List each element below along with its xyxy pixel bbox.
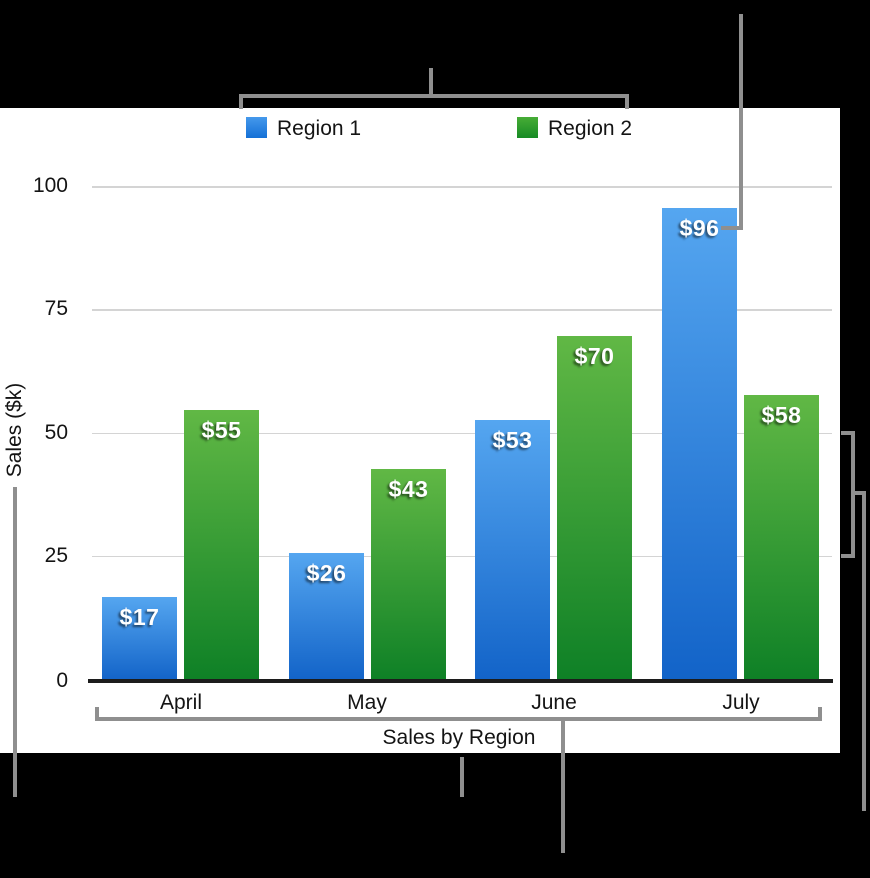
legend-callout-bracket-horizontal [239,94,629,98]
x-axis-title: Sales by Region [382,726,536,749]
bar-region-2-may: $43 [371,469,446,681]
bar-region-1-june: $53 [475,420,550,681]
y-axis-title: Sales ($k) [3,382,26,478]
gridline-50 [92,432,832,434]
x-tick-label-may: May [347,691,387,714]
gridline-callout-bracket-vertical [851,431,855,558]
x-axis-line [88,679,833,683]
bar-value-label: $17 [119,604,160,630]
gridline-callout-bracket-top-tick [841,431,855,435]
bar-region-1-april: $17 [102,597,177,681]
bar-value-label: $70 [574,343,615,369]
bar-region-2-june: $70 [557,336,632,681]
y-tick-label-75: 75 [44,297,68,321]
x-axis-callout-bracket-horizontal [95,717,822,721]
gridline-callout-bracket-bottom-tick [841,554,855,558]
y-tick-label-100: 100 [32,174,68,197]
bar-value-label: $96 [679,215,720,241]
x-axis-callout-bracket-left-tick [95,707,99,721]
x-tick-label-june: June [531,691,577,714]
bar-value-label: $43 [388,476,429,502]
legend-swatch-region-2 [517,117,538,138]
gridline-callout-pointer [855,491,866,495]
x-axis-callout-bracket-right-tick [818,707,822,721]
chart-title-callout [460,757,464,797]
chart-plot-panel: Region 1 Region 2 0 25 50 75 100 $17 $55 April $… [0,108,840,753]
bar-region-2-july: $58 [744,395,819,681]
x-tick-label-april: April [159,691,202,714]
bar-region-2-april: $55 [184,410,259,681]
gridline-75 [92,309,832,311]
y-axis-title-callout [13,487,17,797]
y-tick-label-25: 25 [44,543,68,567]
bar-region-1-may: $26 [289,553,364,681]
legend-callout-bracket-right-tick [625,94,629,109]
x-axis-bracket-callout-stem [561,720,565,853]
legend-label-region-2: Region 2 [548,117,633,140]
bar-region-1-july: $96 [662,208,737,681]
y-tick-label-0: 0 [56,669,68,692]
gridline-100 [92,186,832,188]
y-tick-label-50: 50 [44,420,68,444]
bar-value-label: $58 [761,402,802,428]
value-label-callout-hook [721,226,743,230]
gridline-callout-descender [862,491,866,811]
gridline-25 [92,555,832,558]
legend-label-region-1: Region 1 [277,117,362,140]
value-label-callout-vertical [739,14,743,230]
bar-value-label: $53 [492,427,533,453]
bar-value-label: $26 [306,560,347,586]
legend-callout-stem [429,68,433,96]
legend-swatch-region-1 [246,117,267,138]
x-tick-label-july: July [722,691,760,714]
bar-value-label: $55 [201,417,242,443]
legend-callout-bracket-left-tick [239,94,243,109]
